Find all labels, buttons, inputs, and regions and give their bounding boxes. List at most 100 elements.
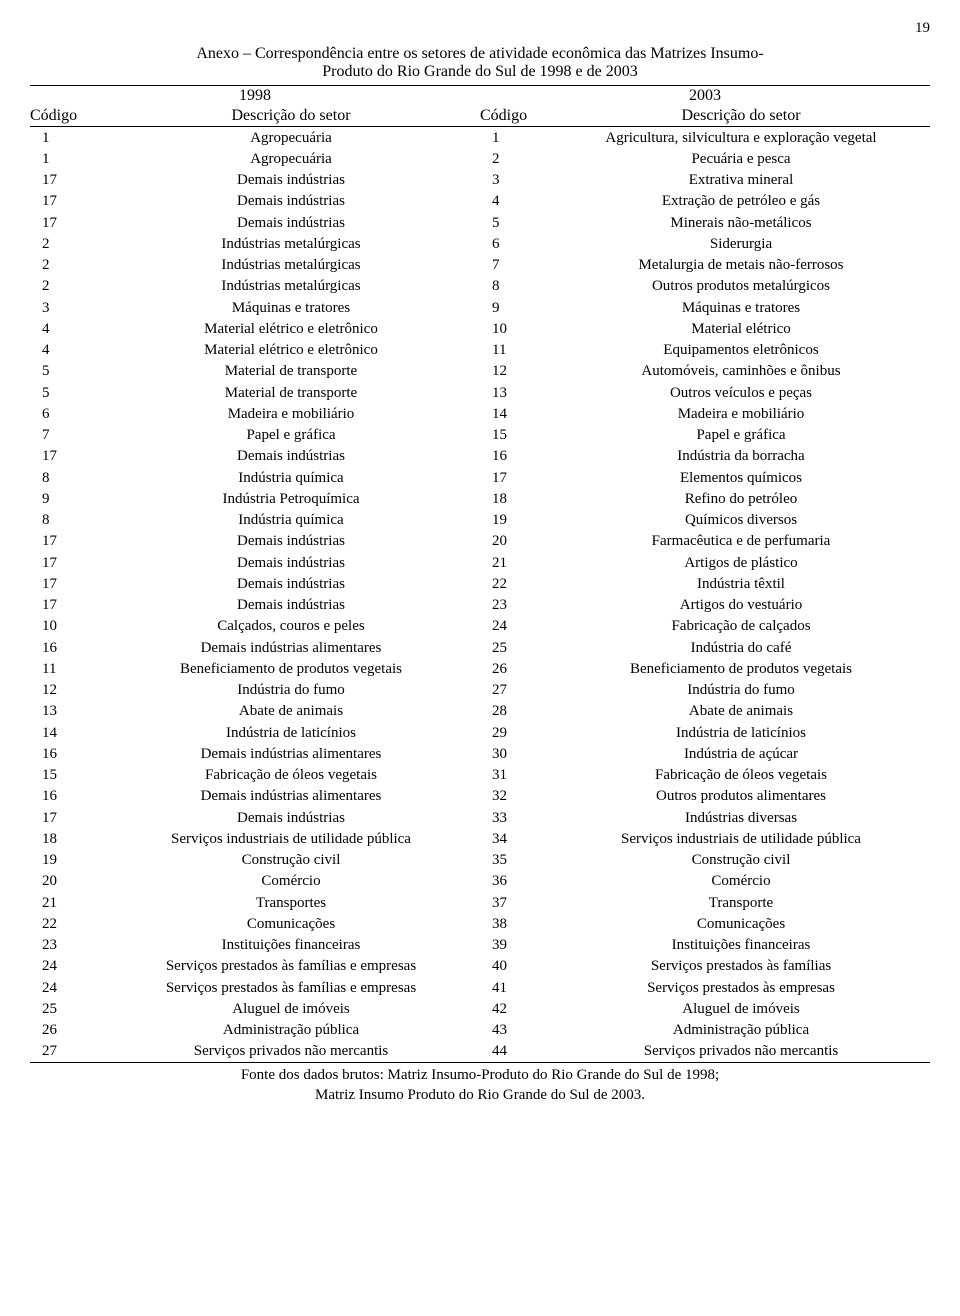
cell-code-1998: 16 <box>30 637 102 658</box>
header-code-left: Código <box>30 106 102 127</box>
cell-desc-1998: Material elétrico e eletrônico <box>102 318 480 339</box>
cell-code-1998: 10 <box>30 616 102 637</box>
title-line-1: Anexo – Correspondência entre os setores… <box>30 45 930 63</box>
cell-code-2003: 42 <box>480 998 552 1019</box>
table-row: 17Demais indústrias22Indústria têxtil <box>30 573 930 594</box>
cell-code-1998: 23 <box>30 935 102 956</box>
cell-desc-2003: Material elétrico <box>552 318 930 339</box>
cell-desc-1998: Serviços prestados às famílias e empresa… <box>102 956 480 977</box>
cell-code-2003: 18 <box>480 488 552 509</box>
table-source: Fonte dos dados brutos: Matriz Insumo-Pr… <box>30 1065 930 1106</box>
cell-desc-1998: Máquinas e tratores <box>102 297 480 318</box>
cell-code-2003: 20 <box>480 531 552 552</box>
cell-desc-2003: Elementos químicos <box>552 467 930 488</box>
table-row: 27Serviços privados não mercantis44Servi… <box>30 1041 930 1063</box>
cell-code-1998: 12 <box>30 680 102 701</box>
cell-code-2003: 12 <box>480 361 552 382</box>
cell-desc-1998: Indústria química <box>102 510 480 531</box>
cell-code-2003: 17 <box>480 467 552 488</box>
table-row: 20Comércio36Comércio <box>30 871 930 892</box>
year-2003: 2003 <box>480 86 930 107</box>
cell-code-2003: 4 <box>480 191 552 212</box>
cell-code-1998: 17 <box>30 573 102 594</box>
table-row: 3Máquinas e tratores9Máquinas e tratores <box>30 297 930 318</box>
cell-desc-2003: Siderurgia <box>552 233 930 254</box>
cell-code-1998: 17 <box>30 531 102 552</box>
cell-desc-1998: Indústrias metalúrgicas <box>102 255 480 276</box>
table-row: 8Indústria química19Químicos diversos <box>30 510 930 531</box>
table-row: 15Fabricação de óleos vegetais31Fabricaç… <box>30 765 930 786</box>
table-row: 17Demais indústrias4Extração de petróleo… <box>30 191 930 212</box>
cell-code-2003: 37 <box>480 892 552 913</box>
cell-desc-2003: Instituições financeiras <box>552 935 930 956</box>
cell-desc-1998: Construção civil <box>102 850 480 871</box>
cell-code-2003: 43 <box>480 1020 552 1041</box>
table-row: 26Administração pública43Administração p… <box>30 1020 930 1041</box>
cell-code-2003: 11 <box>480 340 552 361</box>
cell-desc-1998: Demais indústrias <box>102 807 480 828</box>
cell-code-1998: 25 <box>30 998 102 1019</box>
cell-desc-2003: Químicos diversos <box>552 510 930 531</box>
cell-desc-2003: Automóveis, caminhões e ônibus <box>552 361 930 382</box>
cell-code-1998: 27 <box>30 1041 102 1063</box>
cell-code-2003: 33 <box>480 807 552 828</box>
cell-code-1998: 16 <box>30 743 102 764</box>
table-header-row: Código Descrição do setor Código Descriç… <box>30 106 930 127</box>
table-body: 1Agropecuária1Agricultura, silvicultura … <box>30 127 930 1063</box>
cell-desc-2003: Fabricação de óleos vegetais <box>552 765 930 786</box>
cell-desc-2003: Administração pública <box>552 1020 930 1041</box>
table-row: 17Demais indústrias5Minerais não-metálic… <box>30 212 930 233</box>
cell-desc-2003: Agricultura, silvicultura e exploração v… <box>552 127 930 149</box>
cell-desc-1998: Indústria de laticínios <box>102 722 480 743</box>
cell-code-1998: 17 <box>30 170 102 191</box>
table-row: 17Demais indústrias16Indústria da borrac… <box>30 446 930 467</box>
table-row: 16Demais indústrias alimentares25Indústr… <box>30 637 930 658</box>
cell-code-2003: 40 <box>480 956 552 977</box>
header-desc-right: Descrição do setor <box>552 106 930 127</box>
table-row: 25Aluguel de imóveis42Aluguel de imóveis <box>30 998 930 1019</box>
cell-desc-2003: Outros produtos metalúrgicos <box>552 276 930 297</box>
table-row: 4Material elétrico e eletrônico10Materia… <box>30 318 930 339</box>
cell-desc-2003: Indústria têxtil <box>552 573 930 594</box>
cell-code-1998: 21 <box>30 892 102 913</box>
cell-desc-2003: Serviços prestados às famílias <box>552 956 930 977</box>
table-row: 16Demais indústrias alimentares30Indústr… <box>30 743 930 764</box>
source-line-2: Matriz Insumo Produto do Rio Grande do S… <box>30 1085 930 1105</box>
cell-desc-1998: Comunicações <box>102 913 480 934</box>
cell-desc-1998: Fabricação de óleos vegetais <box>102 765 480 786</box>
table-row: 17Demais indústrias20Farmacêutica e de p… <box>30 531 930 552</box>
cell-desc-2003: Refino do petróleo <box>552 488 930 509</box>
table-row: 13Abate de animais28Abate de animais <box>30 701 930 722</box>
header-desc-left: Descrição do setor <box>102 106 480 127</box>
cell-desc-2003: Comunicações <box>552 913 930 934</box>
cell-code-2003: 8 <box>480 276 552 297</box>
cell-code-1998: 2 <box>30 255 102 276</box>
cell-desc-1998: Indústria Petroquímica <box>102 488 480 509</box>
cell-code-2003: 22 <box>480 573 552 594</box>
cell-code-1998: 24 <box>30 977 102 998</box>
table-row: 24Serviços prestados às famílias e empre… <box>30 977 930 998</box>
cell-desc-2003: Outros veículos e peças <box>552 382 930 403</box>
table-row: 7Papel e gráfica15Papel e gráfica <box>30 425 930 446</box>
cell-desc-2003: Farmacêutica e de perfumaria <box>552 531 930 552</box>
cell-desc-2003: Transporte <box>552 892 930 913</box>
cell-code-2003: 32 <box>480 786 552 807</box>
table-row: 23Instituições financeiras39Instituições… <box>30 935 930 956</box>
cell-code-1998: 17 <box>30 212 102 233</box>
cell-desc-2003: Artigos do vestuário <box>552 595 930 616</box>
cell-desc-2003: Outros produtos alimentares <box>552 786 930 807</box>
cell-code-2003: 6 <box>480 233 552 254</box>
cell-desc-2003: Extração de petróleo e gás <box>552 191 930 212</box>
cell-code-1998: 20 <box>30 871 102 892</box>
table-row: 8Indústria química17Elementos químicos <box>30 467 930 488</box>
cell-code-2003: 26 <box>480 658 552 679</box>
cell-desc-2003: Construção civil <box>552 850 930 871</box>
cell-desc-2003: Serviços industriais de utilidade públic… <box>552 828 930 849</box>
cell-code-1998: 13 <box>30 701 102 722</box>
cell-desc-1998: Instituições financeiras <box>102 935 480 956</box>
year-1998: 1998 <box>30 86 480 107</box>
cell-desc-1998: Serviços industriais de utilidade públic… <box>102 828 480 849</box>
cell-desc-1998: Indústria química <box>102 467 480 488</box>
cell-code-1998: 4 <box>30 340 102 361</box>
cell-code-1998: 5 <box>30 361 102 382</box>
